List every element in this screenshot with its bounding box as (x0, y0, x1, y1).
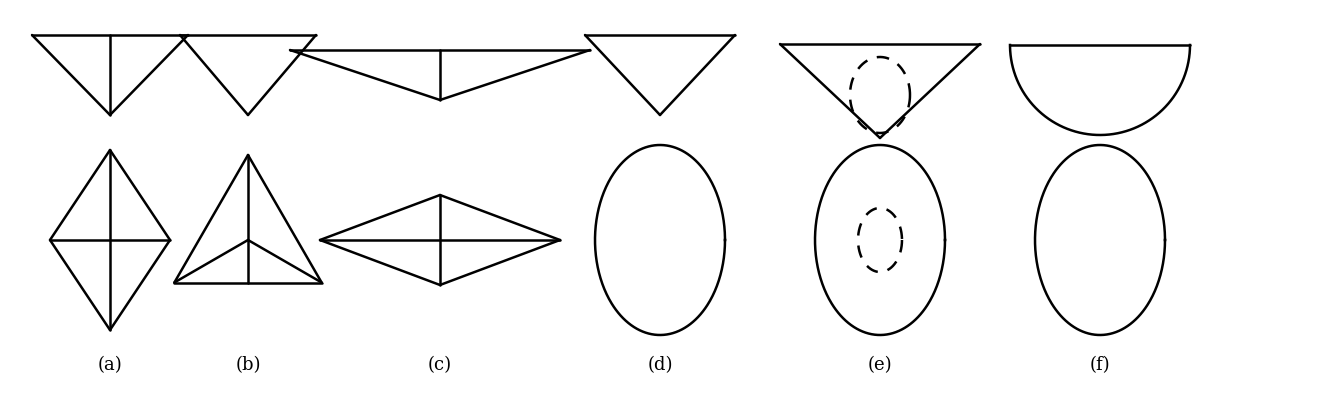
Text: (e): (e) (867, 356, 892, 374)
Text: (f): (f) (1090, 356, 1110, 374)
Text: (a): (a) (98, 356, 123, 374)
Text: (d): (d) (647, 356, 673, 374)
Text: (c): (c) (428, 356, 451, 374)
Text: (b): (b) (235, 356, 261, 374)
